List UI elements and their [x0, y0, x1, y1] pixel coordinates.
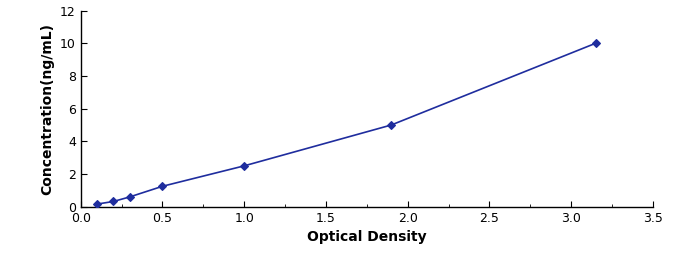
X-axis label: Optical Density: Optical Density	[307, 230, 427, 244]
Y-axis label: Concentration(ng/mL): Concentration(ng/mL)	[40, 23, 55, 195]
